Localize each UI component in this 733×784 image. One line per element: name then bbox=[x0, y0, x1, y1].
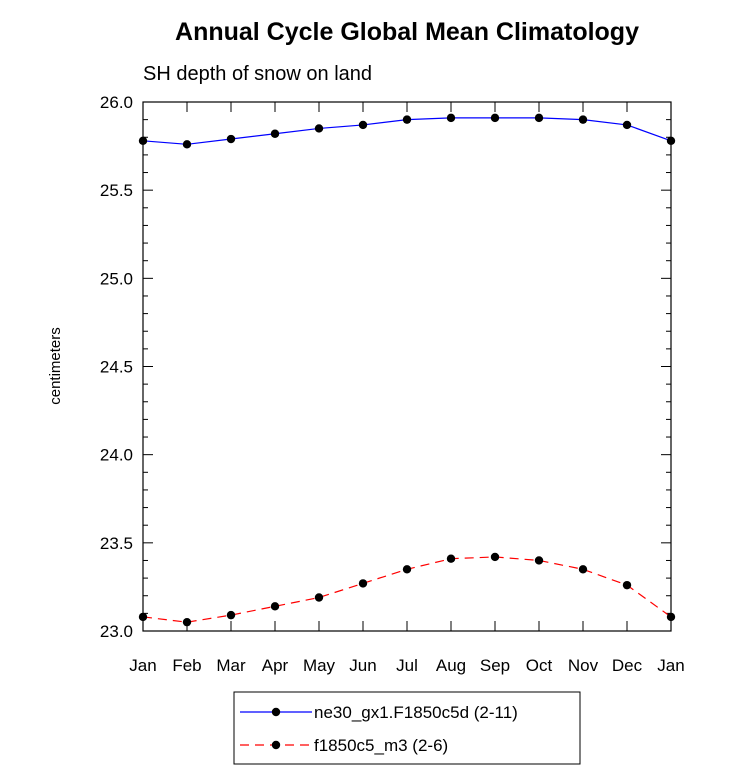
legend-box bbox=[233, 691, 581, 765]
data-point bbox=[666, 136, 676, 145]
data-point bbox=[666, 612, 676, 622]
plot-frame bbox=[142, 101, 672, 632]
data-point bbox=[446, 554, 456, 563]
legend-label-series-1: ne30_gx1.F1850c5d (2-11) bbox=[314, 703, 518, 722]
x-tick-label: Jan bbox=[129, 656, 156, 675]
data-point bbox=[490, 113, 500, 123]
data-point bbox=[138, 136, 148, 145]
x-tick-label: Jan bbox=[657, 656, 684, 675]
x-tick-label: Sep bbox=[480, 656, 510, 675]
x-tick-label: Feb bbox=[172, 656, 201, 675]
x-tick-label: Nov bbox=[568, 656, 599, 675]
y-tick-label: 25.5 bbox=[100, 181, 133, 200]
data-point bbox=[446, 113, 456, 123]
x-tick-label: Aug bbox=[436, 656, 466, 675]
x-tick-label: Jun bbox=[349, 656, 376, 675]
data-point bbox=[622, 580, 632, 590]
data-point bbox=[270, 602, 280, 611]
y-tick-label: 25.0 bbox=[100, 269, 133, 288]
data-point bbox=[314, 593, 324, 602]
data-point bbox=[490, 552, 500, 562]
legend-marker-series-2 bbox=[271, 740, 281, 750]
x-tick-label: Jul bbox=[396, 656, 418, 675]
data-point bbox=[534, 113, 544, 123]
x-tick-label: Apr bbox=[262, 656, 289, 675]
plot-area: 23.0 23.5 24.0 24.5 25.0 25.5 26.0 Jan Feb Mar Apr… bbox=[100, 93, 685, 675]
legend: ne30_gx1.F1850c5d (2-11) f1850c5_m3 (2-6… bbox=[233, 691, 581, 765]
y-tick-label: 26.0 bbox=[100, 93, 133, 112]
data-point bbox=[402, 115, 412, 124]
data-point bbox=[314, 124, 324, 133]
legend-label-series-2: f1850c5_m3 (2-6) bbox=[314, 736, 448, 755]
chart-title: Annual Cycle Global Mean Climatology bbox=[175, 18, 639, 46]
data-point bbox=[182, 140, 192, 149]
legend-marker-series-1 bbox=[271, 707, 281, 717]
x-tick-label: Dec bbox=[612, 656, 643, 675]
y-tick-label: 24.0 bbox=[100, 446, 133, 465]
data-point bbox=[358, 579, 368, 588]
data-point bbox=[578, 115, 588, 124]
data-point bbox=[622, 120, 632, 130]
data-point bbox=[578, 565, 588, 574]
x-tick-label: May bbox=[303, 656, 336, 675]
chart-subtitle: SH depth of snow on land bbox=[143, 63, 372, 85]
data-point bbox=[270, 129, 280, 138]
data-point bbox=[226, 134, 236, 144]
series-layer bbox=[138, 113, 676, 627]
data-point bbox=[182, 617, 192, 627]
y-tick-label: 23.5 bbox=[100, 534, 133, 553]
data-point bbox=[534, 556, 544, 565]
x-tick-label: Mar bbox=[216, 656, 246, 675]
y-tick-label: 24.5 bbox=[100, 358, 133, 377]
y-tick-label: 23.0 bbox=[100, 622, 133, 641]
y-axis-label: centimeters bbox=[47, 327, 64, 405]
data-point bbox=[226, 610, 236, 620]
data-point bbox=[358, 120, 368, 130]
data-point bbox=[402, 565, 412, 574]
data-point bbox=[138, 612, 148, 622]
x-tick-label: Oct bbox=[526, 656, 553, 675]
